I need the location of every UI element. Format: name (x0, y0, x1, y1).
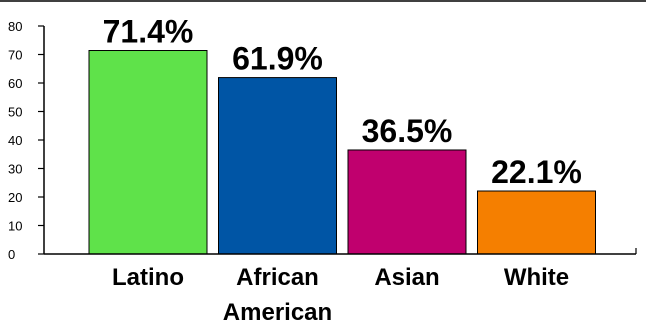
y-tick-label: 10 (8, 219, 22, 234)
y-tick-label: 60 (8, 76, 22, 91)
y-tick-label: 30 (8, 162, 22, 177)
data-label: 71.4% (103, 14, 194, 50)
bar (218, 77, 337, 255)
y-axis: 0 10 20 30 40 50 60 70 80 (8, 19, 45, 262)
x-tick-label: American (223, 299, 332, 326)
bars (88, 50, 596, 255)
y-tick-label: 20 (8, 190, 22, 205)
data-label: 36.5% (362, 113, 453, 149)
y-tick-label: 80 (8, 19, 22, 34)
y-tick-label: 40 (8, 133, 22, 148)
bar (477, 190, 596, 255)
x-axis: Latino African American Asian White (44, 248, 637, 326)
data-label: 61.9% (232, 41, 323, 77)
x-tick-label: Asian (374, 264, 439, 291)
y-tick-label: 50 (8, 105, 22, 120)
y-tick-label: 70 (8, 48, 22, 63)
data-label: 22.1% (491, 154, 582, 190)
y-tick-label: 0 (8, 247, 15, 262)
x-tick-label: Latino (112, 264, 184, 291)
bar (88, 50, 208, 255)
x-tick-label: African (236, 264, 319, 291)
data-labels: 71.4% 61.9% 36.5% 22.1% (103, 14, 582, 191)
x-tick-label: White (504, 264, 569, 291)
bar (347, 149, 467, 255)
